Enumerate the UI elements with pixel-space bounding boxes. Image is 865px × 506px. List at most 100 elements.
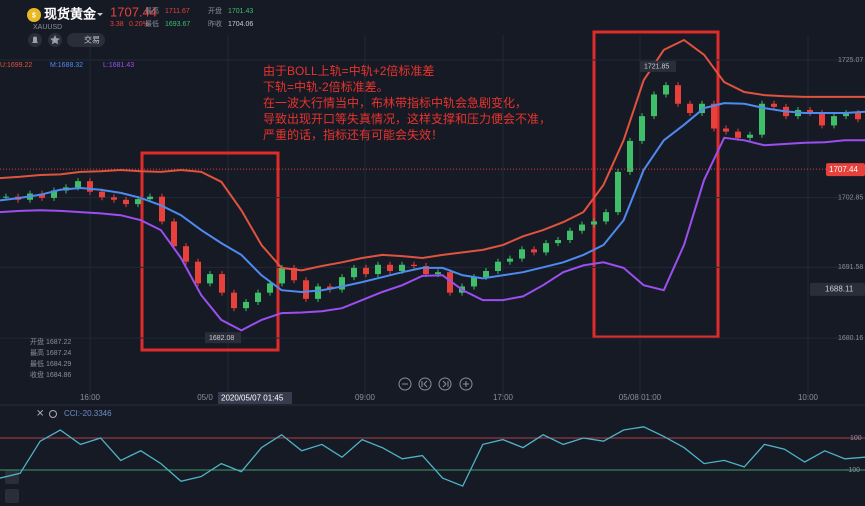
annotation: 导致出现开口等失真情况，这样支撑和压力便会不准，: [263, 111, 551, 126]
candle: [123, 199, 129, 205]
stat-label: 昨收: [208, 19, 222, 28]
candle: [159, 196, 165, 222]
candle: [219, 274, 225, 293]
candle: [519, 249, 525, 259]
logo: [27, 8, 41, 22]
candle: [51, 190, 57, 198]
time-label: 05/08 01:00: [619, 393, 662, 402]
candle: [675, 85, 681, 104]
bell-icon: [32, 36, 38, 43]
candle: [267, 283, 273, 293]
trade-label[interactable]: 交易: [84, 35, 100, 45]
price-tick-label: 1691.58: [838, 264, 863, 271]
trade-button[interactable]: [67, 33, 105, 47]
time-label: 10:00: [798, 393, 819, 402]
candle: [303, 280, 309, 299]
ohlc-label: 最高: [30, 348, 44, 357]
candle: [819, 113, 825, 126]
cci-tick-label: 100: [850, 435, 862, 442]
time-label: 16:00: [80, 393, 101, 402]
stat-label: 最高: [145, 6, 159, 15]
candle: [483, 270, 489, 278]
candle: [291, 267, 297, 281]
candle: [807, 109, 813, 114]
stat-value: 1701.43: [228, 8, 253, 15]
candle: [687, 103, 693, 114]
candle: [495, 261, 501, 271]
candle: [543, 243, 549, 253]
annotation: 在一波大行情当中，布林带指标中轨会急剧变化，: [263, 95, 527, 110]
candle: [171, 221, 177, 247]
candle: [87, 181, 93, 192]
highlight-box: [592, 30, 720, 339]
stat-label: 最低: [145, 19, 159, 28]
tool-button[interactable]: [5, 470, 19, 484]
candle: [423, 266, 429, 275]
stat-value: 1704.06: [228, 21, 253, 28]
cci-tick-label: -100: [846, 467, 860, 474]
candle: [207, 274, 213, 284]
boll-legend: M:1688.32: [50, 62, 83, 69]
price-tick-label: 1680.16: [838, 335, 863, 342]
candle: [243, 301, 249, 309]
candle: [555, 240, 561, 244]
instrument-title[interactable]: 现货黄金: [44, 6, 97, 21]
price-tick-label: 1725.07: [838, 57, 863, 64]
candle: [231, 292, 237, 309]
candle: [699, 103, 705, 114]
candle: [363, 267, 369, 275]
close-indicator[interactable]: ✕: [36, 409, 44, 420]
ohlc-label: 收盘: [30, 370, 44, 379]
candle: [183, 246, 189, 262]
candle: [711, 103, 717, 129]
ohlc-value: 1684.86: [46, 372, 71, 379]
low-marker: 1682.08: [209, 335, 234, 342]
candle: [411, 264, 417, 267]
candle: [831, 116, 837, 126]
candle: [771, 103, 777, 107]
crosshair-time-box: [218, 392, 292, 404]
time-label: 17:00: [493, 393, 514, 402]
boll-band: [0, 102, 865, 294]
candle: [507, 258, 513, 262]
candle: [567, 230, 573, 241]
candle: [387, 264, 393, 271]
candle: [447, 272, 453, 293]
candle: [339, 277, 345, 290]
stat-label: 开盘: [208, 6, 222, 15]
low-marker-box: [205, 332, 241, 344]
candle: [195, 261, 201, 284]
candle: [651, 94, 657, 117]
step-back[interactable]: [418, 377, 432, 391]
candle: [147, 196, 153, 200]
candle: [111, 197, 117, 200]
candle: [615, 171, 621, 213]
star-icon: [50, 35, 60, 45]
candle: [603, 212, 609, 222]
indicator-settings[interactable]: [49, 410, 57, 418]
grid: [89, 35, 809, 400]
zoom-out[interactable]: [398, 377, 412, 391]
change-pct: 0.20%: [129, 21, 149, 28]
dropdown[interactable]: [97, 13, 103, 16]
annotation: 由于BOLL上轨=中轨+2倍标准差: [263, 63, 434, 78]
crosshair-time: 2020/05/07 01:45: [221, 394, 284, 403]
boll-legend: L:1681.43: [103, 62, 134, 69]
candle: [399, 264, 405, 271]
zoom-in[interactable]: [459, 377, 473, 391]
highlight-box: [140, 151, 280, 352]
candle: [591, 221, 597, 225]
boll-legend: U:1699.22: [0, 62, 32, 69]
candle: [531, 249, 537, 253]
symbol: XAUUSD: [33, 24, 62, 31]
candle: [39, 193, 45, 198]
boll-band: [0, 136, 865, 332]
stat-value: 1693.67: [165, 21, 190, 28]
candle: [135, 199, 141, 205]
step-forward[interactable]: [438, 377, 452, 391]
candle: [435, 272, 441, 275]
candle: [843, 113, 849, 117]
tool-button[interactable]: [5, 489, 19, 503]
change: 3.38: [110, 21, 124, 28]
